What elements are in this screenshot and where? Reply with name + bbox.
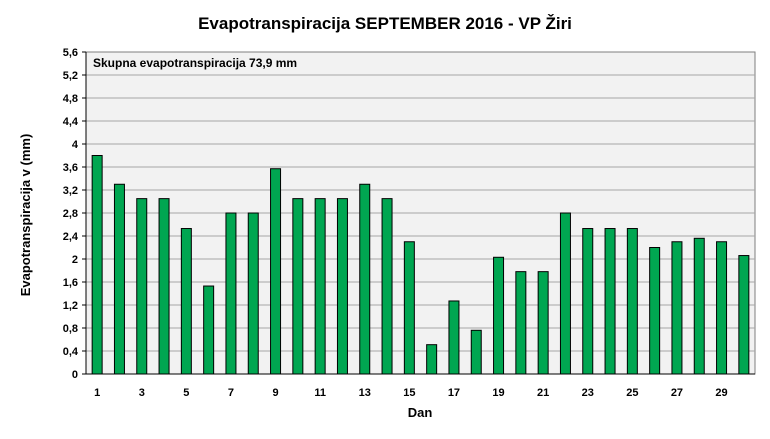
y-tick-label: 1,2 [63,300,78,312]
x-tick-label: 17 [448,387,460,399]
bar-day-12 [336,198,348,375]
y-tick-label: 4,4 [63,116,79,128]
x-tick-label: 27 [671,387,683,399]
bar-day-1 [91,155,103,375]
bar-day-22 [559,212,571,375]
y-tick-label: 1,6 [63,277,78,289]
y-tick-label: 3,2 [63,185,78,197]
y-tick-label: 5,2 [63,70,78,82]
x-tick-label: 25 [626,387,638,399]
bar-day-27 [671,241,683,375]
x-tick-label: 23 [582,387,594,399]
bar-day-18 [470,329,482,375]
x-tick-label: 11 [314,387,326,399]
y-tick-label: 0 [72,369,78,381]
x-tick-label: 1 [94,387,100,399]
total-annotation: Skupna evapotranspiracija 73,9 mm [93,56,297,70]
bar-day-25 [626,228,638,375]
x-tick-label: 15 [403,387,415,399]
bar-day-28 [693,237,705,375]
y-tick-label: 3,6 [63,162,78,174]
bar-day-11 [314,198,326,375]
bar-day-8 [247,212,259,375]
bar-day-30 [738,255,750,375]
x-axis-title: Dan [408,405,433,420]
bar-day-14 [381,198,393,375]
y-tick-label: 0,4 [63,346,79,358]
bar-day-21 [537,271,549,375]
y-tick-label: 4,8 [63,93,78,105]
x-tick-label: 9 [272,387,278,399]
chart-title: Evapotranspiracija SEPTEMBER 2016 - VP Ž… [198,14,572,33]
gridlines [82,51,755,375]
bars [91,155,750,375]
bar-day-2 [113,183,125,375]
x-axis-tick-labels: 1 3 5 7 9 11 13 15 17 19 21 23 25 27 29 [94,387,728,399]
bar-day-17 [448,300,460,375]
bar-day-7 [225,212,237,375]
y-tick-label: 0,8 [63,323,78,335]
y-tick-label: 4 [72,139,79,151]
bar-day-3 [136,198,148,375]
y-axis-tick-labels: 0 0,4 0,8 1,2 1,6 2 2,4 2,8 3,2 3,6 4 4,4 4,8 5,2 5,6 [63,47,79,381]
bar-day-23 [582,228,594,375]
bar-day-4 [158,198,170,375]
x-tick-label: 21 [537,387,549,399]
bar-day-20 [515,271,527,375]
bar-day-10 [292,198,304,375]
bar-day-19 [493,256,505,375]
bar-day-16 [426,344,438,375]
y-tick-label: 2,4 [63,231,79,243]
x-tick-label: 5 [183,387,189,399]
bar-day-24 [604,228,616,375]
y-tick-label: 2 [72,254,78,266]
y-axis-title: Evapotranspiracija v (mm) [18,134,33,297]
y-tick-label: 2,8 [63,208,78,220]
bar-day-9 [270,168,282,375]
x-tick-label: 19 [492,387,504,399]
x-tick-label: 13 [359,387,371,399]
bar-day-13 [359,183,371,375]
x-tick-label: 7 [228,387,234,399]
x-tick-label: 29 [715,387,727,399]
bar-day-6 [203,285,215,375]
y-tick-label: 5,6 [63,47,78,59]
bar-day-5 [180,228,192,375]
x-tick-label: 3 [139,387,145,399]
bar-day-15 [403,241,415,375]
bar-day-29 [716,241,728,375]
bar-day-26 [649,247,661,375]
